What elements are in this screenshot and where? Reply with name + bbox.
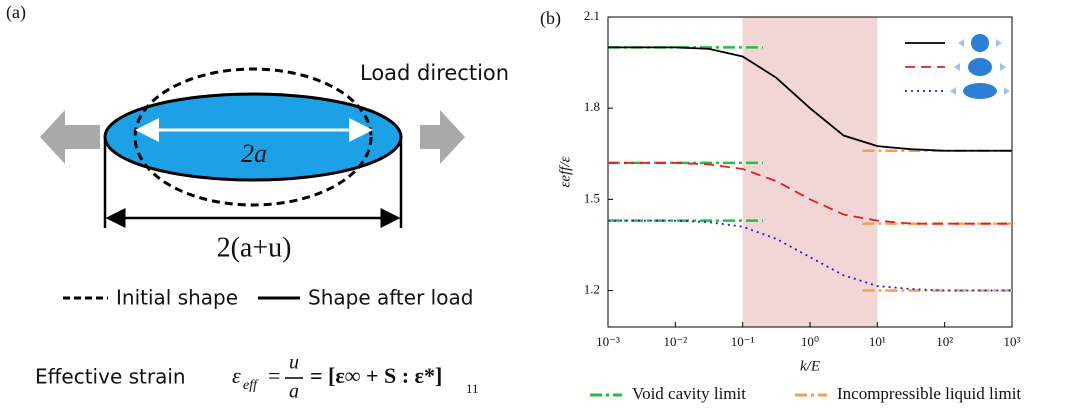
x-tick-label: 10⁻¹ — [731, 334, 755, 349]
formula-subscript: eff — [243, 378, 259, 393]
panel-label: (b) — [540, 8, 561, 29]
formula-bracket-sub: 11 — [466, 381, 479, 396]
formula-numerator: u — [289, 352, 299, 374]
y-tick-label: 1.2 — [584, 282, 600, 297]
formula-caption: Effective strain — [35, 365, 186, 389]
legend-icon — [968, 58, 992, 76]
x-axis-label: k/E — [800, 358, 820, 374]
legend-icon-arrows — [950, 39, 1010, 95]
x-tick-label: 10⁻² — [663, 334, 687, 349]
x-tick-label: 10¹ — [869, 334, 886, 349]
y-tick-label: 2.1 — [584, 8, 600, 23]
load-arrow — [40, 110, 100, 164]
legend-label: Shape after load — [308, 286, 473, 310]
legend-label: Incompressible liquid limit — [837, 384, 1021, 403]
legend-icons — [950, 34, 1010, 99]
x-tick-label: 10² — [936, 334, 953, 349]
legend-icon — [963, 83, 997, 99]
load-direction: Load direction — [360, 61, 509, 85]
y-axis-label: εeff/ε — [557, 156, 573, 187]
formula-bracket: = [ε∞ + S : ε*] — [310, 363, 442, 388]
legend-label: Void cavity limit — [632, 384, 746, 403]
series-line — [608, 161, 1012, 225]
y-tick-label: 1.8 — [584, 99, 600, 114]
inner-length: 2a — [241, 139, 267, 168]
formula-equals: = — [268, 363, 280, 388]
shaded-region — [742, 17, 878, 327]
panel-b: (b) 10⁻³ 10⁻² 10⁻¹ 10⁰ 10¹ 10² 10³ 2.1 1.8 1.5 1.2… — [540, 8, 1021, 403]
legend-icon — [971, 34, 989, 52]
series-line — [608, 46, 1012, 152]
legend-label: Initial shape — [116, 286, 238, 310]
outer-length: 2(a+u) — [217, 232, 292, 263]
x-tick-label: 10³ — [1004, 334, 1021, 349]
series-line — [608, 219, 1012, 292]
x-tick-label: 10⁻³ — [596, 334, 620, 349]
panel-a: (a) 2a 2(a+u) Load direction Initial sha… — [6, 2, 509, 402]
formula-denominator: a — [289, 381, 299, 403]
y-tick-label: 1.5 — [584, 190, 600, 205]
panel-label: (a) — [6, 2, 26, 23]
load-arrow — [420, 110, 465, 164]
x-tick-label: 10⁰ — [801, 334, 819, 349]
formula-symbol: ε — [232, 363, 241, 388]
